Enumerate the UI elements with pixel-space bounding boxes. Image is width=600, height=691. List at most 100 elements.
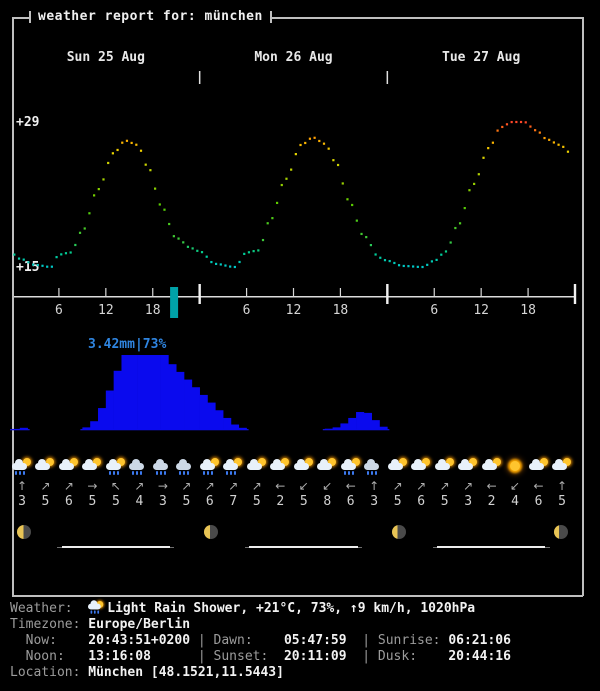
status-value: 20:44:16 <box>448 649 511 664</box>
temperature-dot <box>219 263 222 266</box>
day-separator-tick <box>386 71 389 84</box>
status-weather-line: Weather: Light Rain Shower, +21°C, 73%, … <box>10 600 511 617</box>
temperature-dot <box>266 222 269 225</box>
day-label: Tue 27 Aug <box>442 50 521 65</box>
precip-bar <box>168 364 177 430</box>
time-axis-line <box>14 296 576 298</box>
status-value: 20:43:51+0200 <box>88 633 191 648</box>
temperature-dot <box>64 252 68 255</box>
wind-arrow: ↙ <box>510 479 521 493</box>
wind-arrow: ↗ <box>134 479 145 493</box>
weather-icon-rain-sun <box>12 458 32 476</box>
temperature-dot <box>313 136 316 139</box>
wind-arrow: ← <box>345 479 356 493</box>
cloud-icon <box>411 459 427 470</box>
weather-icon-sun-cloud <box>270 458 290 476</box>
temperature-dot <box>163 208 166 211</box>
raindrop-icon <box>183 471 186 475</box>
temperature-dot <box>435 258 438 261</box>
raindrop-icon <box>371 471 374 475</box>
wind-arrow: ← <box>533 479 544 493</box>
wind-arrow: ↑ <box>16 479 28 493</box>
temperature-dot <box>238 260 241 264</box>
temperature-dot <box>496 129 499 132</box>
temperature-dot <box>454 226 457 230</box>
wind-speed: 5 <box>440 494 449 509</box>
weather-icon-rain <box>364 458 384 476</box>
temperature-dot <box>294 153 297 156</box>
precip-bar <box>230 424 240 430</box>
cloud-icon <box>12 459 27 470</box>
precip-bar <box>105 390 114 430</box>
axis-tick-midnight <box>386 284 389 304</box>
daylight-bar <box>249 546 358 548</box>
title-right-tick <box>270 11 272 23</box>
wind-speed: 6 <box>417 494 426 509</box>
sun-icon <box>93 458 102 466</box>
precip-bar <box>129 355 138 430</box>
raindrop-icon <box>132 471 135 475</box>
temperature-dot <box>534 129 537 132</box>
temperature-dot <box>55 256 58 259</box>
cloud-icon <box>293 459 309 470</box>
raindrop-icon <box>140 471 143 475</box>
temperature-dot <box>463 206 466 210</box>
sun-icon <box>510 461 521 471</box>
temperature-dot <box>336 163 340 167</box>
status-label: Timezone: <box>10 617 89 632</box>
status-label: Location: <box>10 665 89 680</box>
temperature-dot <box>529 125 532 128</box>
temperature-dot <box>243 252 246 255</box>
temperature-dot <box>177 237 180 240</box>
weather-icon-sun-cloud <box>458 458 478 476</box>
temperature-dot <box>158 203 161 206</box>
temperature-dot <box>60 253 63 256</box>
wind-speed: 4 <box>135 494 144 509</box>
temperature-dot <box>412 265 415 268</box>
wind-arrow: ↗ <box>63 479 74 493</box>
cloud-icon <box>528 459 544 470</box>
moon-phase-icon <box>16 525 31 539</box>
temperature-dot <box>327 147 330 150</box>
wind-speed: 3 <box>158 494 167 509</box>
wind-arrow: ↗ <box>392 479 403 493</box>
raindrop-icon <box>90 610 93 614</box>
axis-tick-label: 6 <box>242 303 251 318</box>
raindrop-icon <box>159 471 162 475</box>
status-value: 05:47:59 <box>283 633 347 648</box>
weather-icon-sun-cloud <box>411 458 431 476</box>
raindrop-icon <box>210 471 213 475</box>
temperature-dot <box>308 137 312 140</box>
temperature-dot <box>182 241 185 244</box>
temperature-dot <box>473 182 476 186</box>
temperature-dot <box>285 177 288 180</box>
wind-speed: 7 <box>229 494 238 509</box>
sun-icon <box>281 458 290 466</box>
raindrop-icon <box>367 471 370 475</box>
wind-arrow: ↗ <box>228 479 239 493</box>
sun-icon <box>257 458 266 466</box>
raindrop-icon <box>343 471 346 475</box>
temperature-dot <box>524 121 527 124</box>
precip-bar <box>144 355 154 430</box>
cloud-icon <box>458 459 474 470</box>
temperature-dot <box>46 265 49 268</box>
twilight-bar-evening <box>545 547 550 548</box>
cloud-icon <box>481 459 497 470</box>
wind-speed: 5 <box>88 494 97 509</box>
temperature-dot <box>200 251 204 254</box>
wind-arrow: → <box>87 479 98 493</box>
wind-arrow: → <box>157 479 168 493</box>
cloud-icon <box>340 459 356 470</box>
temperature-dot <box>557 143 560 146</box>
precip-bar <box>19 427 28 430</box>
weather-icon-sun-cloud <box>528 458 549 476</box>
temperature-dot <box>430 260 434 263</box>
temperature-dot <box>416 265 419 268</box>
status-value: Europe/Berlin <box>88 617 191 632</box>
twilight-bar-evening <box>169 547 175 548</box>
temperature-dot <box>543 136 546 140</box>
raindrop-icon <box>375 471 378 475</box>
precip-bar <box>137 355 146 430</box>
